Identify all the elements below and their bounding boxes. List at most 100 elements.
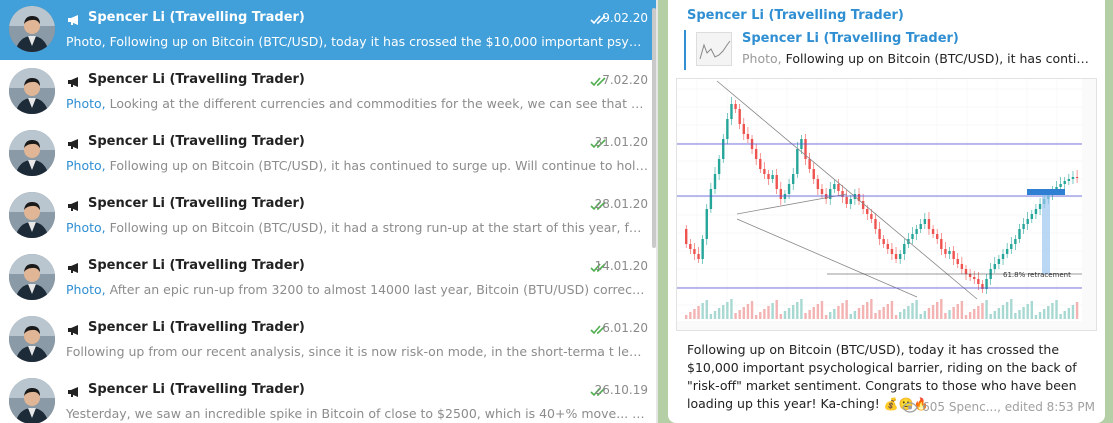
volume-bar: [1022, 307, 1025, 319]
candle-body: [742, 124, 746, 134]
volume-bar: [927, 308, 931, 319]
preview-prefix: Photo,: [66, 158, 106, 173]
message-body: Following up on Bitcoin (BTC/USD), today…: [687, 342, 1077, 411]
candle-body: [857, 194, 861, 201]
volume-bar: [738, 310, 741, 319]
chat-item-6[interactable]: Spencer Li (Travelling Trader) 26.10.19 …: [0, 370, 656, 423]
candle-body: [940, 239, 943, 249]
candle-body: [952, 251, 955, 259]
chat-date: 31.01.20: [594, 135, 648, 149]
volume-bar: [948, 310, 951, 319]
volume-bar: [829, 312, 832, 319]
chat-name: Spencer Li (Travelling Trader): [88, 72, 305, 87]
candle-body: [1014, 239, 1017, 244]
candle-body: [841, 191, 844, 197]
candle-body: [726, 119, 729, 139]
volume-bar: [968, 312, 972, 319]
chat-item-3[interactable]: Spencer Li (Travelling Trader) 28.01.20 …: [0, 184, 656, 246]
volume-bar: [923, 311, 927, 319]
volume-bar: [911, 303, 914, 319]
volume-bar: [1047, 306, 1050, 319]
avatar: [9, 68, 55, 114]
double-check-icon: [590, 263, 606, 273]
chart-photo[interactable]: 61.8% retracement: [676, 78, 1097, 331]
message-sender[interactable]: Spencer Li (Travelling Trader): [687, 8, 904, 23]
candle-body: [713, 174, 717, 189]
volume-bar: [697, 306, 700, 319]
chat-item-4[interactable]: Spencer Li (Travelling Trader) 14.01.20 …: [0, 246, 656, 308]
candle-body: [878, 229, 881, 239]
candle-body: [730, 104, 733, 119]
trendline: [736, 218, 918, 298]
volume-bar: [709, 314, 713, 319]
volume-bar: [870, 299, 873, 319]
candle-body: [1030, 214, 1034, 219]
chat-name: Spencer Li (Travelling Trader): [88, 196, 305, 211]
chat-date: 6.01.20: [602, 321, 648, 335]
preview-text: Looking at the different currencies and …: [105, 96, 648, 111]
candle-body: [898, 254, 902, 259]
volume-bar: [796, 302, 799, 319]
volume-bar: [726, 302, 729, 319]
candle-body: [767, 174, 770, 179]
reply-thumbnail: [696, 32, 732, 66]
volume-bar: [701, 303, 704, 319]
candle-body: [964, 269, 968, 274]
candle-body: [973, 277, 976, 279]
candle-body: [804, 139, 807, 159]
candle-body: [923, 219, 927, 224]
volume-bar: [693, 309, 696, 319]
volume-bar: [734, 313, 737, 319]
candle-body: [722, 139, 725, 159]
volume-bar: [820, 301, 824, 319]
projection-box: [1042, 189, 1050, 274]
candle-body: [808, 159, 811, 169]
candle-body: [833, 184, 836, 189]
edited-time: edited 8:53 PM: [1004, 400, 1095, 414]
volume-bar: [1059, 314, 1062, 319]
candle-body: [927, 219, 931, 229]
volume-bar: [713, 311, 717, 319]
candle-body: [1059, 184, 1062, 187]
volume-bar: [849, 314, 852, 319]
candle-body: [903, 244, 906, 254]
candle-body: [981, 284, 984, 289]
candle-body: [1001, 254, 1005, 259]
chat-item-5[interactable]: Spencer Li (Travelling Trader) 6.01.20 F…: [0, 308, 656, 370]
reply-preview[interactable]: Spencer Li (Travelling Trader) Photo, Fo…: [684, 30, 1096, 70]
candle-body: [935, 234, 939, 239]
preview-text: Photo, Following up on Bitcoin (BTC/USD)…: [66, 34, 648, 49]
volume-bar: [1026, 304, 1029, 319]
chat-date: 9.02.20: [602, 11, 648, 25]
pane-divider[interactable]: [656, 0, 658, 423]
candle-body: [775, 175, 778, 189]
chat-list-scrollbar[interactable]: [652, 8, 656, 248]
volume-bar: [812, 307, 815, 319]
volume-bar: [973, 309, 976, 319]
chat-item-0[interactable]: Spencer Li (Travelling Trader) 9.02.20 P…: [0, 0, 656, 60]
candle-body: [1038, 204, 1042, 209]
candle-body: [685, 229, 688, 244]
chat-preview: Following up from our recent analysis, s…: [66, 344, 648, 359]
volume-bar: [754, 315, 758, 319]
chat-preview: Photo, Looking at the different currenci…: [66, 96, 648, 111]
chat-date: 7.02.20: [602, 73, 648, 87]
candle-body: [754, 149, 758, 159]
candle-body: [861, 201, 865, 209]
candle-body: [874, 219, 877, 229]
chat-item-2[interactable]: Spencer Li (Travelling Trader) 31.01.20 …: [0, 122, 656, 184]
volume-bar: [763, 309, 766, 319]
candle-body: [779, 189, 783, 199]
candle-body: [693, 249, 696, 254]
volume-bar: [775, 300, 778, 319]
candle-body: [816, 179, 820, 189]
chat-date: 28.01.20: [594, 197, 648, 211]
candle-body: [977, 279, 980, 284]
chat-item-1[interactable]: Spencer Li (Travelling Trader) 7.02.20 P…: [0, 60, 656, 122]
candle-body: [746, 134, 750, 139]
candle-body: [689, 244, 692, 249]
volume-bar: [944, 313, 947, 319]
volume-bar: [989, 314, 992, 319]
megaphone-icon: [68, 325, 78, 335]
candle-body: [886, 244, 890, 249]
